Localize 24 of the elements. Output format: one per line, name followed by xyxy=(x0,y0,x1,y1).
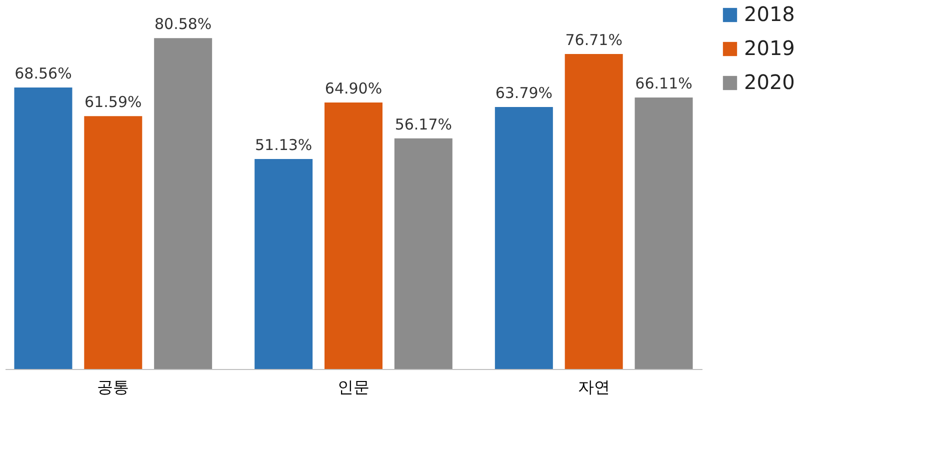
data-label: 76.71% xyxy=(565,30,622,49)
bar xyxy=(14,87,72,369)
bar xyxy=(634,98,693,369)
legend-label: 2019 xyxy=(744,36,795,60)
bar xyxy=(494,107,553,369)
legend-label: 2020 xyxy=(744,70,795,94)
bar xyxy=(394,138,452,369)
data-label: 64.90% xyxy=(324,79,382,98)
data-label: 56.17% xyxy=(394,115,452,134)
bar xyxy=(154,38,212,369)
data-label: 80.58% xyxy=(154,15,212,34)
bar xyxy=(324,102,382,369)
data-label: 68.56% xyxy=(14,64,72,82)
data-label: 51.13% xyxy=(254,136,312,154)
x-tick-label: 공통 xyxy=(97,378,130,396)
legend-label: 2018 xyxy=(744,2,795,26)
x-tick-label: 자연 xyxy=(578,378,610,396)
x-tick-label: 인문 xyxy=(338,378,370,396)
bar xyxy=(84,116,142,369)
data-label: 66.11% xyxy=(635,74,692,93)
data-label: 61.59% xyxy=(84,93,142,112)
data-label: 63.79% xyxy=(495,84,553,102)
bar xyxy=(254,159,313,369)
bar xyxy=(564,54,623,369)
